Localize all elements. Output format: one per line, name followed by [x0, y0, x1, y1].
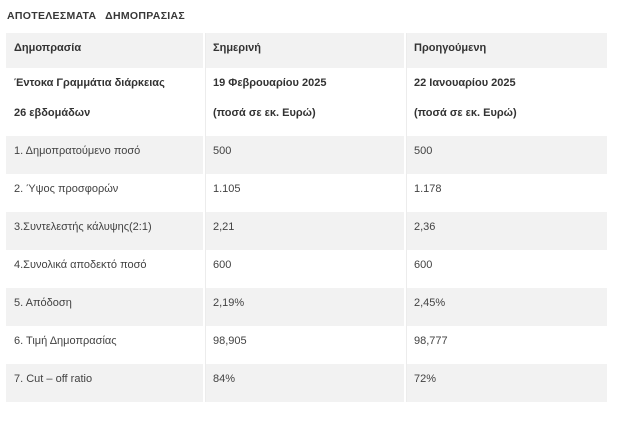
table-row-yield: 5. Απόδοση 2,19% 2,45% — [6, 288, 607, 326]
row-previous-value: 2,45% — [404, 288, 607, 326]
row-current-value: 98,905 — [203, 326, 405, 364]
auction-results-table: Δημοπρασία Σημερινή Προηγούμενη Έντοκα Γ… — [6, 33, 607, 402]
table-header-row: Δημοπρασία Σημερινή Προηγούμενη — [6, 33, 607, 68]
row-label: 7. Cut – off ratio — [14, 373, 93, 385]
column-header-previous: Προηγούμενη — [404, 33, 607, 68]
column-header-current: Σημερινή — [203, 33, 405, 68]
row-current-value: 1.105 — [203, 174, 405, 212]
row-previous-value: 2,36 — [404, 212, 607, 250]
row-label: 6. Τιμή Δημοπρασίας — [14, 335, 117, 347]
row-current-value: 2,21 — [203, 212, 405, 250]
row-label: 2. Ύψος προσφορών — [14, 183, 119, 195]
current-auction-date: 19 Φεβρουαρίου 2025 — [213, 77, 327, 89]
table-row-auctioned-amount: 1. Δημοπρατούμενο ποσό 500 500 — [6, 136, 607, 174]
page-title: ΑΠΟΤΕΛΕΣΜΑΤΑ ΔΗΜΟΠΡΑΣΙΑΣ — [7, 10, 185, 22]
row-current-value: 2,19% — [203, 288, 405, 326]
previous-auction-date: 22 Ιανουαρίου 2025 — [414, 77, 516, 89]
row-previous-value: 600 — [404, 250, 607, 288]
current-amount-unit-note: (ποσά σε εκ. Ευρώ) — [213, 107, 316, 119]
table-row-auction-price: 6. Τιμή Δημοπρασίας 98,905 98,777 — [6, 326, 607, 364]
table-row-cut-off-ratio: 7. Cut – off ratio 84% 72% — [6, 364, 607, 402]
row-label: 4.Συνολικά αποδεκτό ποσό — [14, 259, 147, 271]
row-current-value: 600 — [203, 250, 405, 288]
row-current-value: 500 — [203, 136, 405, 174]
row-previous-value: 500 — [404, 136, 607, 174]
security-description-cell: Έντοκα Γραμμάτια διάρκειας 26 εβδομάδων — [6, 68, 204, 136]
row-label: 5. Απόδοση — [14, 297, 72, 309]
table-row-total-bids: 2. Ύψος προσφορών 1.105 1.178 — [6, 174, 607, 212]
table-row-total-accepted-amount: 4.Συνολικά αποδεκτό ποσό 600 600 — [6, 250, 607, 288]
previous-amount-unit-note: (ποσά σε εκ. Ευρώ) — [414, 107, 517, 119]
security-name-line: Έντοκα Γραμμάτια διάρκειας — [14, 77, 165, 89]
column-header-auction: Δημοπρασία — [14, 42, 82, 54]
current-auction-date-cell: 19 Φεβρουαρίου 2025 (ποσά σε εκ. Ευρώ) — [203, 68, 405, 136]
row-current-value: 84% — [203, 364, 405, 402]
previous-auction-date-cell: 22 Ιανουαρίου 2025 (ποσά σε εκ. Ευρώ) — [404, 68, 607, 136]
table-subheader-row: Έντοκα Γραμμάτια διάρκειας 26 εβδομάδων … — [6, 68, 607, 136]
row-previous-value: 98,777 — [404, 326, 607, 364]
row-previous-value: 1.178 — [404, 174, 607, 212]
security-duration-line: 26 εβδομάδων — [14, 107, 91, 119]
row-previous-value: 72% — [404, 364, 607, 402]
row-label: 3.Συντελεστής κάλυψης(2:1) — [14, 221, 152, 233]
table-row-coverage-ratio: 3.Συντελεστής κάλυψης(2:1) 2,21 2,36 — [6, 212, 607, 250]
row-label: 1. Δημοπρατούμενο ποσό — [14, 145, 141, 157]
